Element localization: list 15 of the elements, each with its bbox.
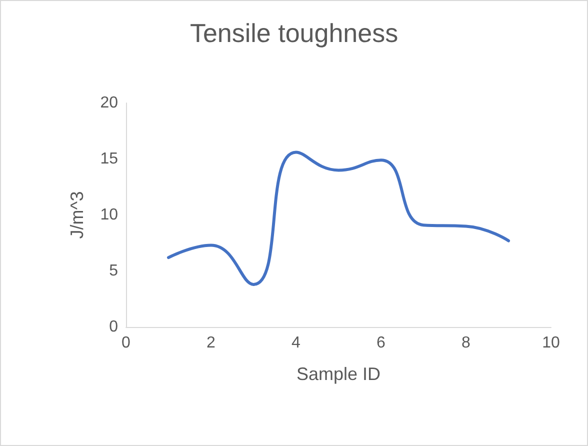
- x-tick-label: 6: [376, 334, 386, 352]
- x-tick-label: 8: [462, 334, 471, 352]
- y-tick-label: 15: [100, 150, 118, 168]
- x-tick-label: 10: [542, 334, 560, 352]
- y-axis-title: J/m^3: [67, 191, 87, 239]
- line-series: [167, 150, 510, 286]
- y-tick-label: 20: [100, 94, 118, 112]
- x-axis-title: Sample ID: [296, 364, 381, 384]
- chart-title: Tensile toughness: [190, 18, 398, 48]
- y-tick-label: 5: [109, 262, 118, 280]
- x-tick-label: 2: [206, 334, 216, 352]
- x-tick-label: 0: [122, 334, 131, 352]
- y-tick-label: 0: [109, 318, 118, 336]
- y-tick-label: 10: [100, 206, 118, 224]
- x-tick-label: 4: [292, 334, 301, 352]
